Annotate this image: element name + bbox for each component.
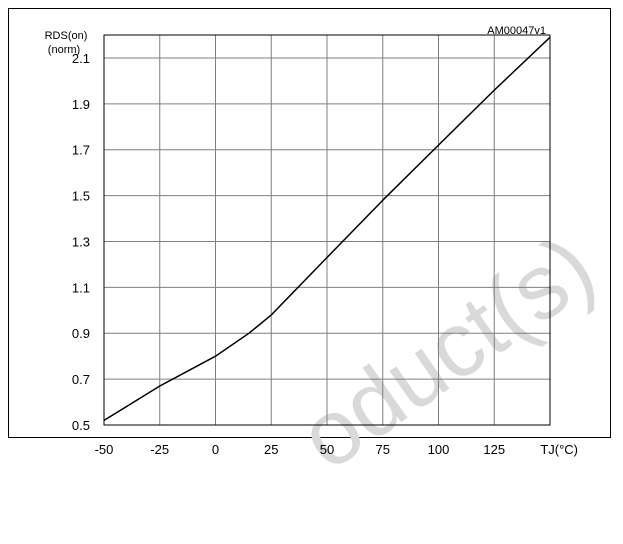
y-axis-unit: (norm) [48,44,80,56]
x-tick-label: 25 [264,442,278,457]
y-tick-label: 1.7 [72,143,90,158]
y-tick-label: 2.1 [72,51,90,66]
x-tick-label: -50 [95,442,114,457]
x-tick-label: 100 [428,442,450,457]
y-tick-label: 1.5 [72,189,90,204]
y-tick-label: 0.5 [72,418,90,433]
plot-area [103,34,551,426]
y-tick-label: 1.1 [72,280,90,295]
figure-id-label: AM00047v1 [487,25,546,37]
grid-lines [104,35,551,425]
x-tick-label: -25 [150,442,169,457]
y-tick-label: 0.9 [72,326,90,341]
y-tick-label: 0.7 [72,372,90,387]
y-tick-label: 1.9 [72,97,90,112]
y-tick-label: 1.3 [72,234,90,249]
series-lines [103,36,551,422]
x-tick-label: 125 [483,442,505,457]
x-tick-label: 75 [376,442,390,457]
rds-on-vs-temperature-chart: -50 -25 0 25 50 75 100 125 0.5 0.7 0.9 1.1 1.3 1.5 1.7… [45,25,578,457]
rds-on-curve [103,36,551,422]
chart-frame [8,8,611,438]
x-tick-label: 0 [212,442,219,457]
tick-labels: -50 -25 0 25 50 75 100 125 0.5 0.7 0.9 1.1 1.3 1.5 1.7… [72,51,505,457]
y-axis-title: RDS(on) [45,30,88,42]
x-tick-label: 50 [320,442,334,457]
x-axis-title: TJ(°C) [540,442,578,457]
